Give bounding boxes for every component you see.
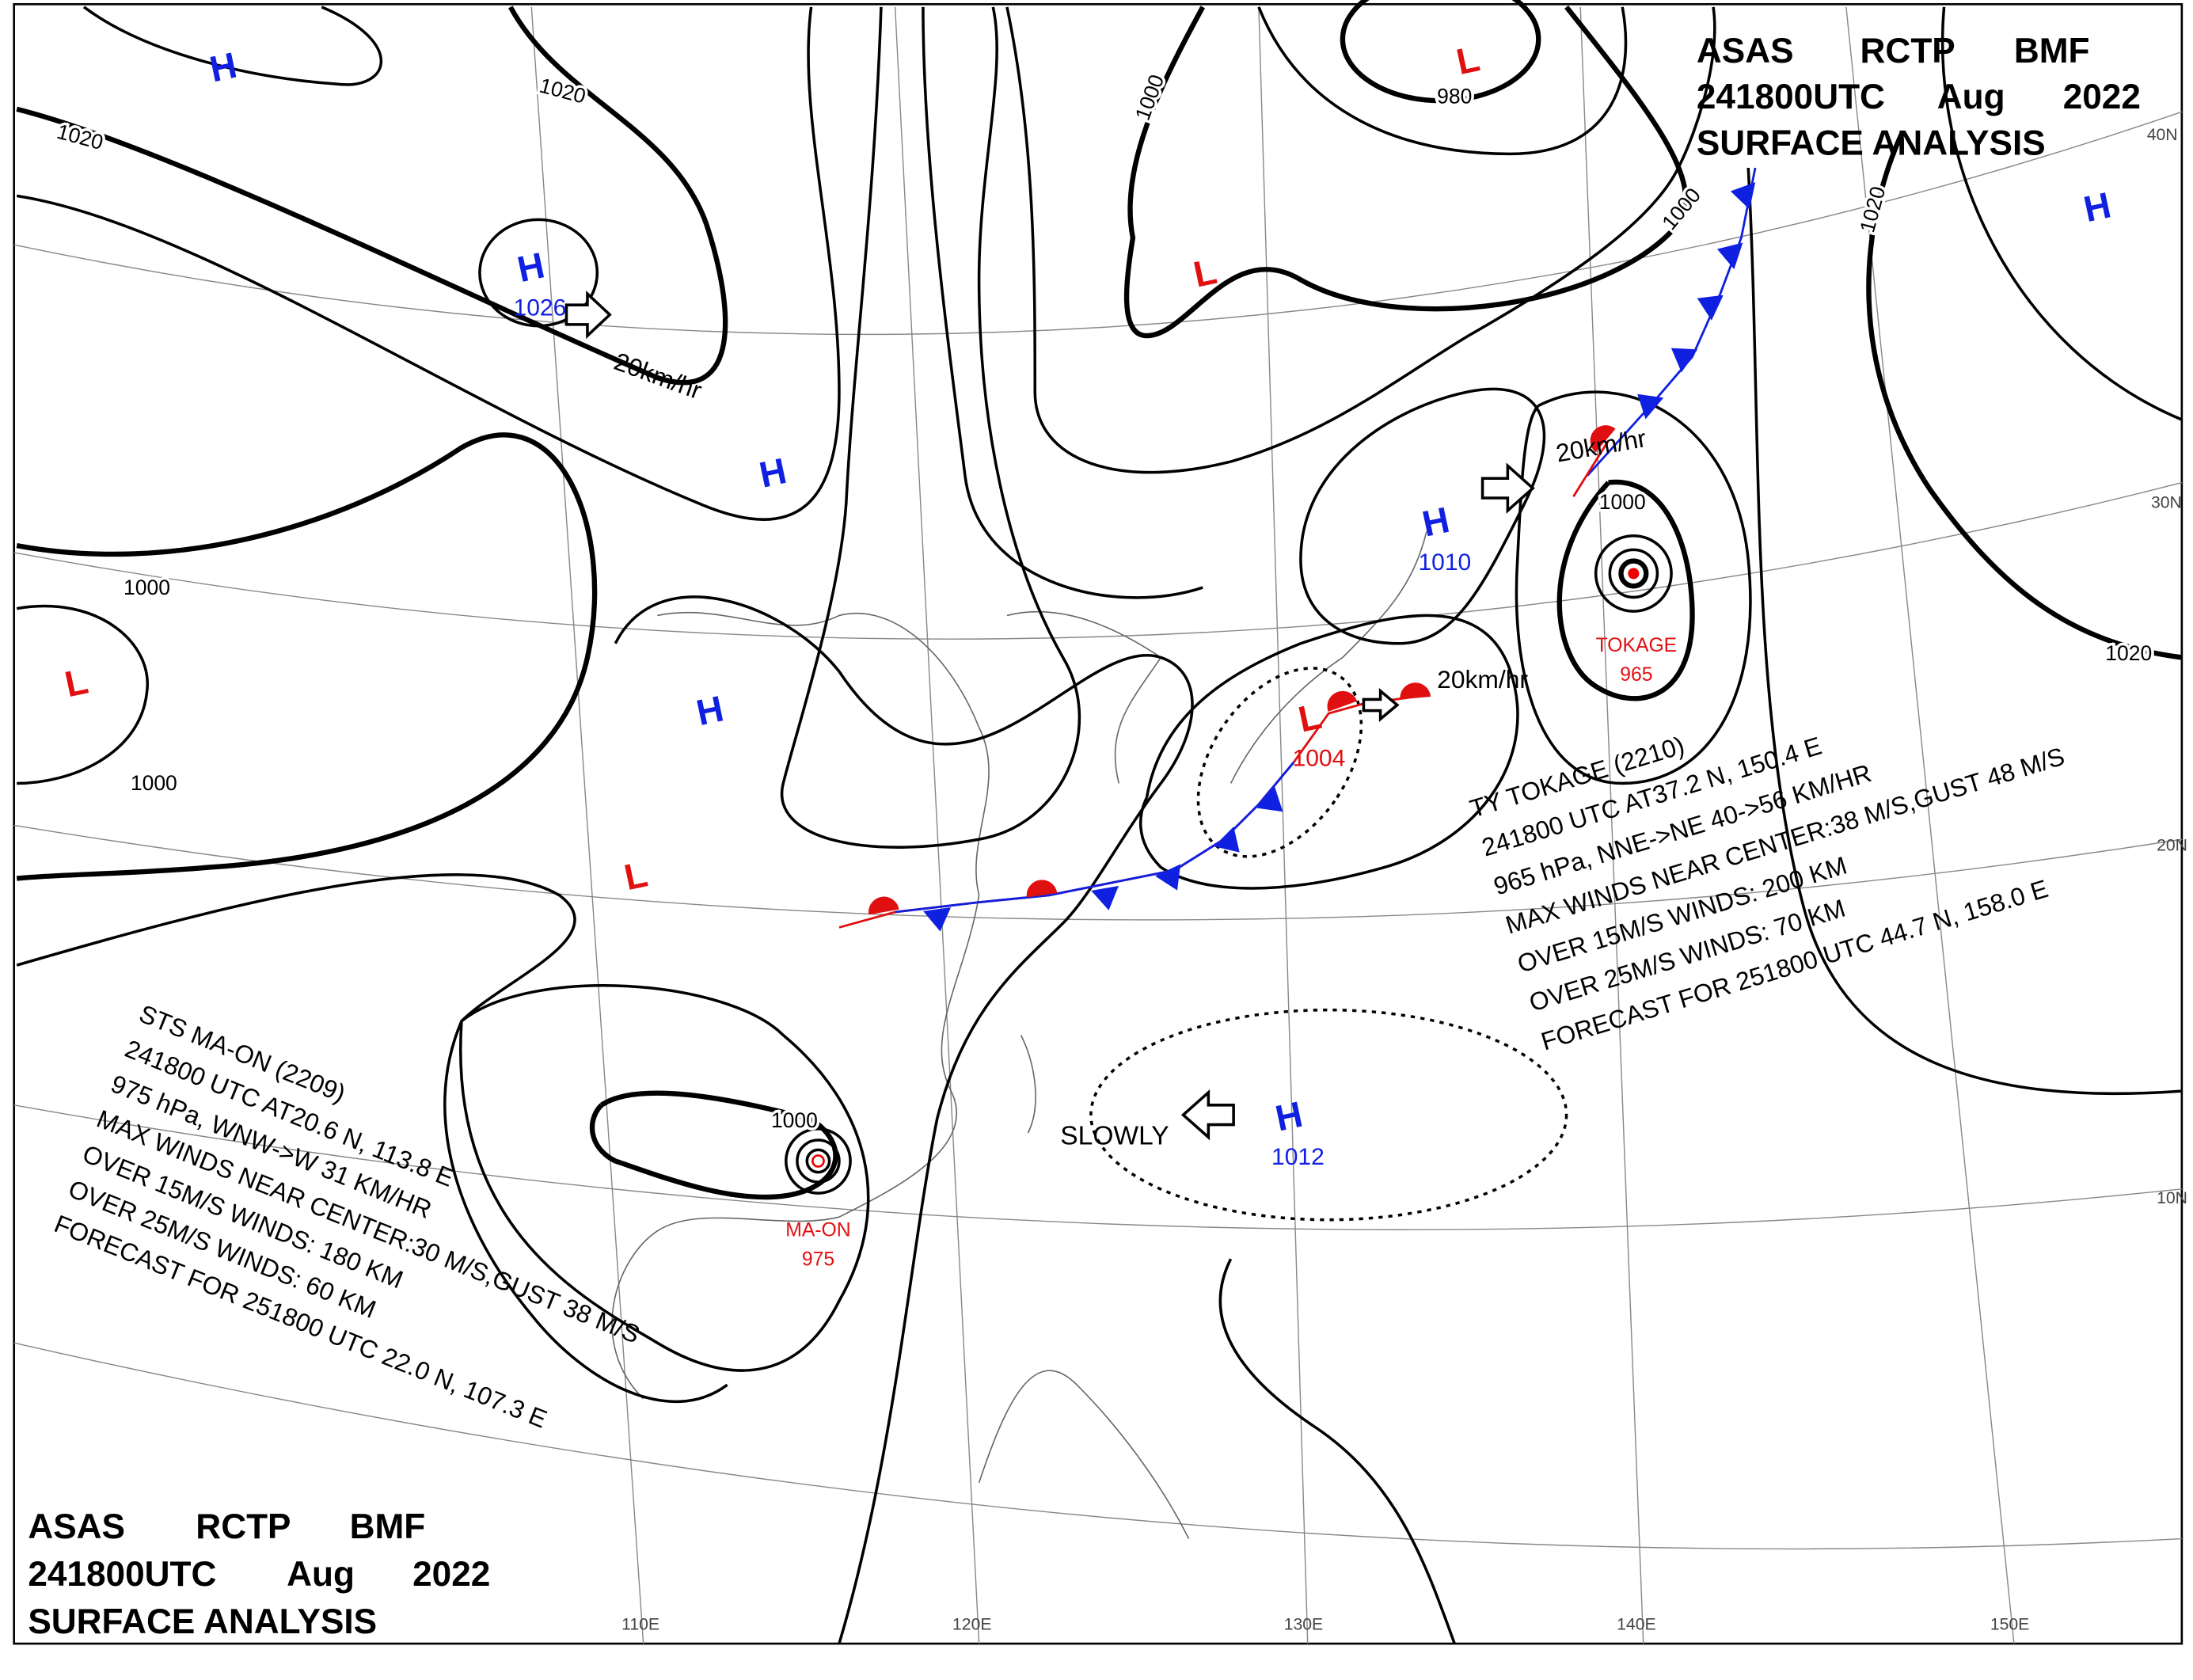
- latitude-label: 30N: [2151, 494, 2182, 512]
- longitude-label: 150E: [1990, 1616, 2029, 1634]
- header-text: Aug: [287, 1555, 355, 1594]
- stationary-front-blue: [895, 762, 1295, 914]
- warm-front-symbol: [1400, 682, 1431, 700]
- header-text: RCTP: [1860, 32, 1955, 70]
- typhoon-pressure: 965: [1620, 664, 1652, 686]
- cold-front-symbol: [1730, 182, 1756, 210]
- typhoon-name: MA-ON: [785, 1219, 850, 1241]
- isobar-label: 1000: [1599, 490, 1646, 514]
- map-frame: [13, 2, 2183, 1645]
- warm-front-symbol: [1327, 690, 1358, 712]
- isobar-label: 1020: [2105, 641, 2152, 665]
- isobar-label: 1000: [124, 576, 170, 599]
- front-segment: [1572, 439, 1610, 497]
- warm-front-symbol: [1026, 880, 1058, 898]
- cold-front-symbol: [1091, 885, 1119, 910]
- header-text: BMF: [350, 1507, 426, 1546]
- cold-front-symbol: [923, 907, 952, 932]
- cold-front: [1587, 167, 1757, 477]
- cold-front-symbol: [1637, 393, 1664, 420]
- header-text: ASAS: [28, 1507, 125, 1546]
- header-text: RCTP: [196, 1507, 291, 1546]
- pressure-value: 1012: [1271, 1144, 1325, 1170]
- dotted-area: [1196, 667, 1363, 858]
- longitude-label: 140E: [1617, 1616, 1655, 1634]
- graticule: [13, 6, 2183, 1644]
- cold-front-symbol: [1214, 827, 1240, 853]
- isobar-label: 1000: [771, 1108, 818, 1132]
- isobar-label: 1000: [131, 771, 177, 795]
- header-text: 241800UTC: [28, 1555, 216, 1594]
- movement-arrows: [564, 290, 1535, 1141]
- coastline: [611, 531, 1427, 1539]
- arrow: [1480, 462, 1535, 514]
- cold-front-symbol: [1670, 348, 1698, 373]
- dotted-area: [1089, 1008, 1568, 1222]
- header-text: 241800UTC: [1697, 78, 1885, 116]
- cold-front-symbol: [1697, 295, 1724, 321]
- header-text: Aug: [1937, 78, 2005, 116]
- latitude-label: 40N: [2147, 126, 2178, 144]
- arrow: [1180, 1089, 1235, 1141]
- arrow: [1362, 688, 1400, 722]
- cold-front-symbol: [1155, 864, 1181, 891]
- longitude-label: 130E: [1284, 1616, 1323, 1634]
- header-text: SURFACE ANALYSIS: [1697, 124, 2046, 162]
- header-text: SURFACE ANALYSIS: [28, 1602, 377, 1641]
- latitude-label: 20N: [2157, 837, 2187, 855]
- isobars: [16, 0, 2183, 1644]
- isobar-label: 980: [1437, 85, 1472, 108]
- pressure-value: 1010: [1418, 549, 1471, 576]
- header-text: BMF: [2014, 32, 2090, 70]
- typhoon-name: TOKAGE: [1596, 635, 1678, 656]
- arrow: [564, 290, 612, 340]
- pressure-value: 1026: [514, 295, 567, 321]
- warm-front-symbol: [868, 896, 899, 915]
- latitude-label: 10N: [2157, 1189, 2187, 1207]
- header-text: 2022: [412, 1555, 490, 1594]
- typhoon-center: [811, 1154, 825, 1168]
- header-text: 2022: [2063, 78, 2141, 116]
- movement-label: 20km/hr: [1437, 665, 1528, 694]
- movement-label: SLOWLY: [1060, 1121, 1169, 1150]
- longitude-label: 110E: [621, 1616, 659, 1634]
- fronts: [838, 167, 1757, 932]
- typhoon-pressure: 975: [802, 1249, 834, 1270]
- warm-front-symbol: [1590, 425, 1616, 453]
- cold-front-symbol: [1256, 786, 1283, 812]
- typhoon-center: [1628, 568, 1640, 580]
- header-text: ASAS: [1697, 32, 1794, 70]
- longitude-label: 120E: [952, 1616, 991, 1634]
- cold-front-symbol: [1716, 242, 1743, 270]
- pressure-value: 1004: [1292, 745, 1345, 771]
